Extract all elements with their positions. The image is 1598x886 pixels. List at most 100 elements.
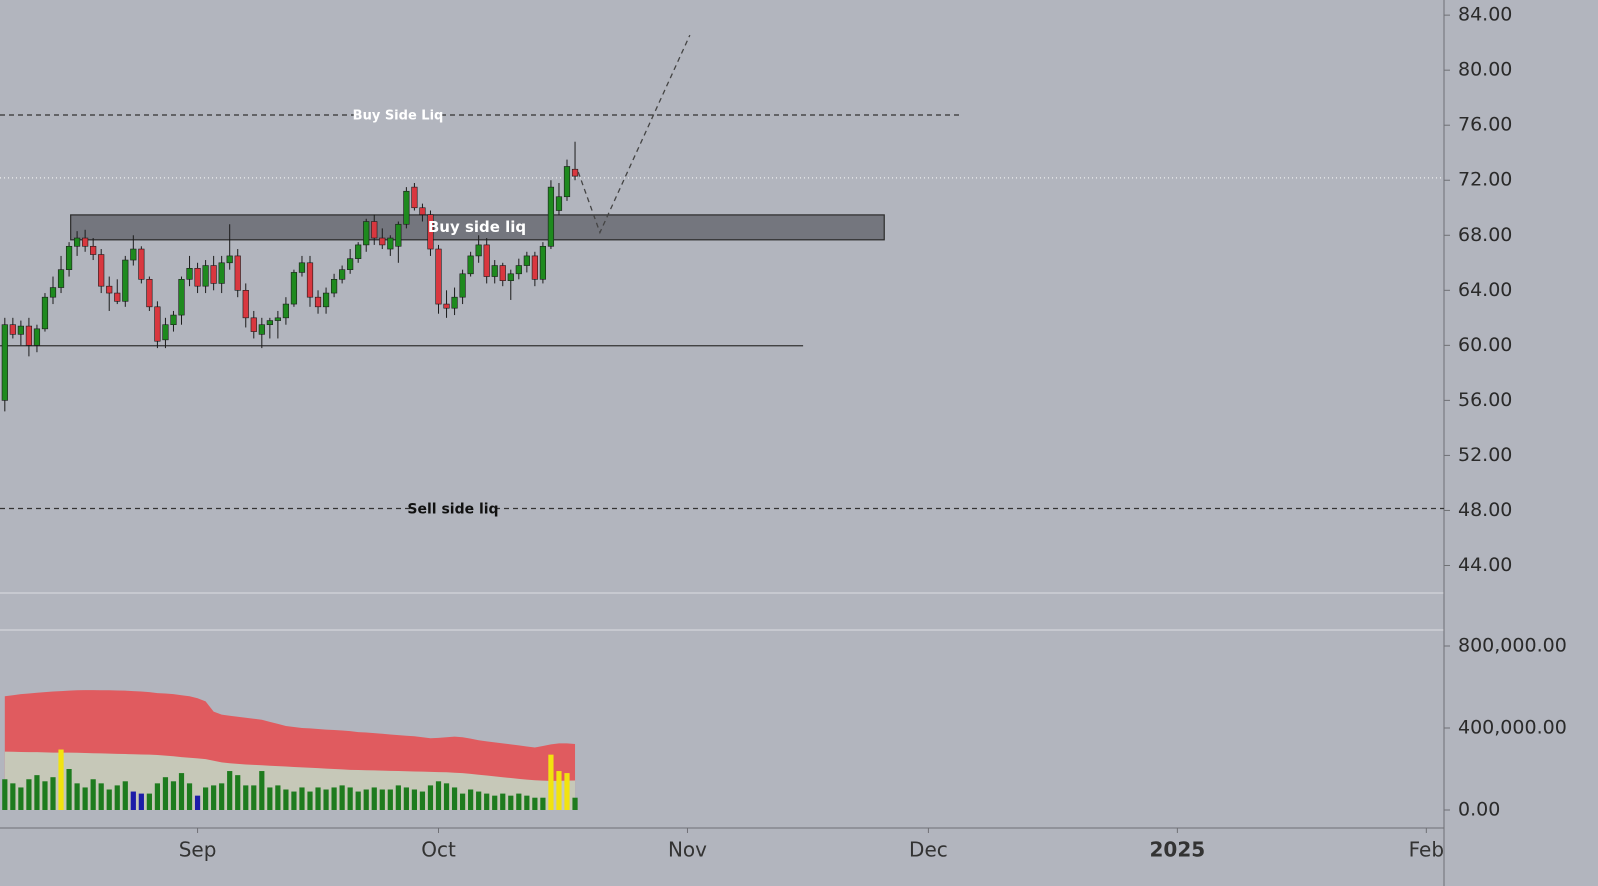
candle-body: [411, 186, 418, 209]
volume-bar: [146, 793, 152, 810]
volume-bar: [98, 783, 104, 810]
candle-body: [395, 223, 402, 247]
candle-body: [146, 279, 153, 308]
candle-body: [475, 244, 482, 257]
volume-bar: [492, 795, 498, 810]
y-tick-label: 72.00: [1458, 169, 1512, 191]
volume-bar: [484, 793, 490, 810]
candle-body: [49, 287, 57, 298]
volume-bar: [500, 793, 506, 810]
candle-body: [563, 166, 571, 198]
x-tick-label: Sep: [179, 838, 217, 862]
volume-bar: [227, 771, 233, 810]
candle-body: [242, 290, 249, 319]
y-tick-label: 400,000.00: [1458, 716, 1567, 738]
candle-body: [459, 273, 466, 298]
candle-body: [186, 267, 193, 280]
candle-body: [451, 296, 458, 309]
volume-bar: [2, 779, 8, 810]
volume-bar: [243, 785, 249, 810]
volume-bar: [114, 785, 120, 810]
candle-body: [531, 255, 538, 280]
x-tick-label: Feb: [1409, 838, 1444, 862]
candle-body: [57, 269, 65, 288]
candle-body: [491, 265, 498, 277]
volume-bar: [178, 773, 185, 810]
level-label: Sell side liq: [407, 502, 498, 518]
candle-body: [90, 245, 97, 255]
volume-bar: [275, 785, 281, 810]
candle-body: [258, 324, 265, 335]
y-tick-label: 60.00: [1458, 334, 1512, 356]
volume-bar: [82, 787, 88, 810]
candle-body: [290, 272, 298, 305]
volume-bar: [186, 783, 193, 810]
volume-bar: [50, 777, 56, 810]
zone-label: Buy side liq: [428, 218, 526, 236]
x-tick-label: Oct: [421, 838, 456, 862]
candle-body: [298, 262, 306, 273]
candle-body: [33, 328, 41, 346]
x-tick-label: Dec: [909, 838, 948, 862]
candle-body: [419, 207, 426, 215]
candle-body: [266, 320, 273, 326]
y-tick-label: 56.00: [1458, 389, 1512, 411]
volume-bar: [395, 785, 401, 810]
candle-body: [122, 259, 129, 302]
candle-body: [25, 325, 33, 346]
volume-bar: [42, 781, 48, 810]
volume-bar: [451, 787, 458, 810]
candle-body: [154, 306, 161, 342]
candle-body: [210, 265, 217, 284]
volume-bar: [516, 793, 522, 810]
y-tick-label: 0.00: [1458, 799, 1500, 821]
x-tick-label: Nov: [668, 838, 707, 862]
candle-body: [178, 279, 185, 316]
y-tick-label: 44.00: [1458, 554, 1512, 576]
candle-body: [571, 168, 579, 177]
x-tick-label: 2025: [1150, 838, 1206, 862]
candle-body: [194, 267, 201, 287]
liquidity-zone: [70, 214, 885, 241]
volume-bar: [508, 795, 514, 810]
volume-bar: [532, 797, 538, 810]
volume-bar: [299, 787, 305, 810]
candle-body: [427, 214, 434, 250]
volume-bar: [307, 791, 313, 810]
candle-body: [483, 244, 490, 277]
candle-body: [226, 255, 233, 264]
y-tick-label: 800,000.00: [1458, 634, 1567, 656]
volume-bar: [548, 754, 554, 810]
volume-bar: [339, 785, 345, 810]
candle-body: [82, 237, 89, 247]
volume-bar: [219, 783, 225, 810]
candle-body: [41, 296, 49, 330]
volume-bar: [540, 797, 546, 810]
volume-bar: [170, 781, 177, 810]
candle-body: [555, 196, 563, 211]
volume-bar: [122, 781, 128, 810]
candle-body: [162, 324, 169, 341]
candle-body: [330, 279, 338, 294]
y-tick-label: 48.00: [1458, 499, 1512, 521]
projection-path: [577, 34, 691, 235]
volume-bar: [379, 789, 385, 810]
volume-bar: [435, 781, 442, 810]
volume-bar: [235, 775, 241, 810]
volume-bar: [371, 787, 377, 810]
candle-body: [403, 190, 410, 225]
volume-bar: [323, 789, 329, 810]
volume-bar: [26, 779, 32, 810]
candle-body: [547, 186, 555, 247]
candle-body: [339, 269, 346, 280]
candle-body: [523, 255, 530, 266]
volume-bar: [315, 787, 321, 810]
volume-bar: [363, 789, 369, 810]
level-label: Buy Side Liq: [353, 109, 444, 124]
volume-bar: [476, 791, 482, 810]
candle-body: [347, 258, 354, 270]
volume-bar: [564, 773, 570, 810]
volume-bar: [130, 791, 136, 810]
candle-body: [202, 265, 209, 287]
